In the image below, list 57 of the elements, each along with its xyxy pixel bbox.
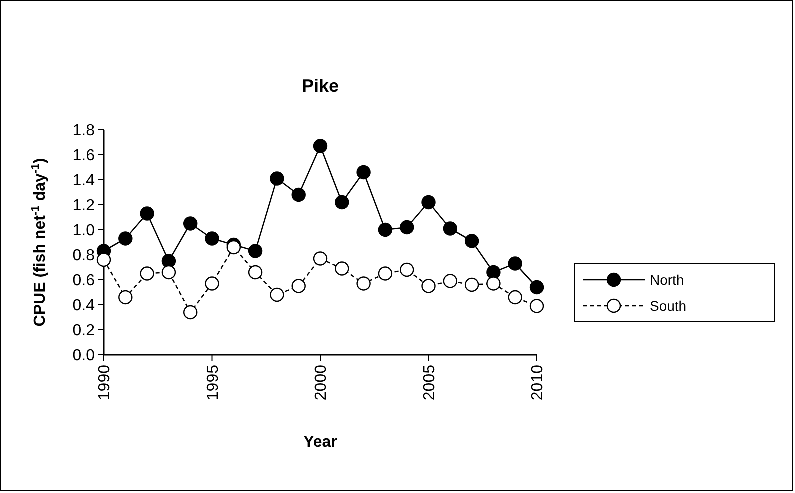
- point: [443, 274, 458, 288]
- y-tick-label: 1.2: [72, 198, 96, 215]
- x-axis-title: Year: [304, 434, 338, 451]
- y-tick-label: 0.2: [72, 322, 96, 340]
- point: [205, 276, 220, 291]
- y-tick-label: 1.4: [72, 172, 96, 190]
- point: [508, 256, 522, 271]
- point: [443, 222, 458, 236]
- chart-title: Pike: [302, 76, 340, 96]
- x-tick-label: 1995: [204, 364, 222, 401]
- point: [530, 280, 544, 295]
- y-tick-label: 1.0: [72, 222, 96, 240]
- y-tick-label: 1.8: [72, 122, 96, 140]
- point: [508, 290, 522, 305]
- point: [118, 232, 133, 246]
- point: [464, 278, 480, 292]
- point: [335, 195, 350, 210]
- point: [292, 279, 306, 294]
- point: [96, 252, 112, 268]
- point: [486, 265, 501, 280]
- point: [313, 139, 328, 154]
- point: [313, 252, 328, 266]
- point: [226, 240, 241, 255]
- point: [400, 220, 414, 235]
- y-tick-label: 0.8: [72, 248, 96, 265]
- point: [292, 188, 306, 202]
- point: [205, 232, 220, 246]
- point: [422, 195, 436, 210]
- y-tick-label: 1.6: [72, 148, 96, 165]
- x-tick-label: 2010: [530, 364, 547, 401]
- point: [356, 165, 371, 180]
- point: [248, 244, 263, 258]
- point: [356, 276, 371, 291]
- point: [422, 279, 436, 294]
- point: [162, 265, 176, 280]
- point: [118, 290, 133, 305]
- x-tick-label: 2000: [313, 364, 330, 401]
- point: [270, 172, 284, 186]
- y-tick-label: 0.4: [72, 298, 96, 315]
- legend-label: North: [650, 272, 684, 288]
- point: [400, 262, 414, 278]
- point: [270, 288, 284, 302]
- point: [184, 305, 198, 320]
- point: [378, 222, 393, 238]
- point: [464, 234, 480, 248]
- point: [248, 265, 263, 280]
- point: [335, 262, 350, 276]
- point: [184, 216, 198, 231]
- x-tick-label: 2005: [421, 364, 438, 401]
- point: [486, 276, 501, 291]
- point: [378, 266, 393, 281]
- x-tick-label: 1990: [96, 364, 114, 401]
- y-tick-label: 0.6: [72, 272, 96, 290]
- legend-label: South: [650, 298, 687, 314]
- point: [140, 266, 154, 281]
- point: [140, 206, 154, 221]
- y-tick-label: 0.0: [72, 348, 96, 365]
